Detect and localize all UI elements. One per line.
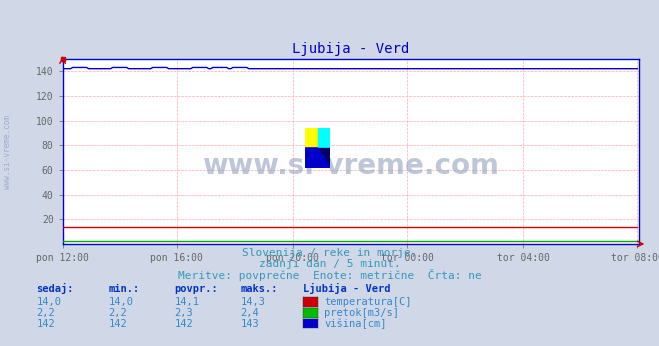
Text: povpr.:: povpr.: [175,284,218,294]
Title: Ljubija - Verd: Ljubija - Verd [293,42,409,56]
Text: 142: 142 [175,319,193,328]
Polygon shape [318,148,330,168]
Bar [305,128,318,148]
Polygon shape [305,148,330,168]
Text: Slovenija / reke in morje.: Slovenija / reke in morje. [242,248,417,258]
Text: www.si-vreme.com: www.si-vreme.com [3,115,13,189]
Text: www.si-vreme.com: www.si-vreme.com [202,152,500,180]
Text: 14,1: 14,1 [175,297,200,307]
Text: 14,0: 14,0 [109,297,134,307]
Text: Ljubija - Verd: Ljubija - Verd [303,283,391,294]
Text: višina[cm]: višina[cm] [324,318,387,329]
Text: temperatura[C]: temperatura[C] [324,297,412,307]
Text: 2,4: 2,4 [241,308,259,318]
Text: 142: 142 [109,319,127,328]
Text: 14,3: 14,3 [241,297,266,307]
Text: Meritve: povprečne  Enote: metrične  Črta: ne: Meritve: povprečne Enote: metrične Črta:… [178,269,481,281]
Text: 2,2: 2,2 [36,308,55,318]
Text: sedaj:: sedaj: [36,283,74,294]
Text: min.:: min.: [109,284,140,294]
Text: 14,0: 14,0 [36,297,61,307]
Text: 142: 142 [36,319,55,328]
Text: 143: 143 [241,319,259,328]
Text: 2,2: 2,2 [109,308,127,318]
Text: pretok[m3/s]: pretok[m3/s] [324,308,399,318]
Text: zadnji dan / 5 minut.: zadnji dan / 5 minut. [258,259,401,269]
Text: maks.:: maks.: [241,284,278,294]
Text: 2,3: 2,3 [175,308,193,318]
Bar [318,128,330,148]
